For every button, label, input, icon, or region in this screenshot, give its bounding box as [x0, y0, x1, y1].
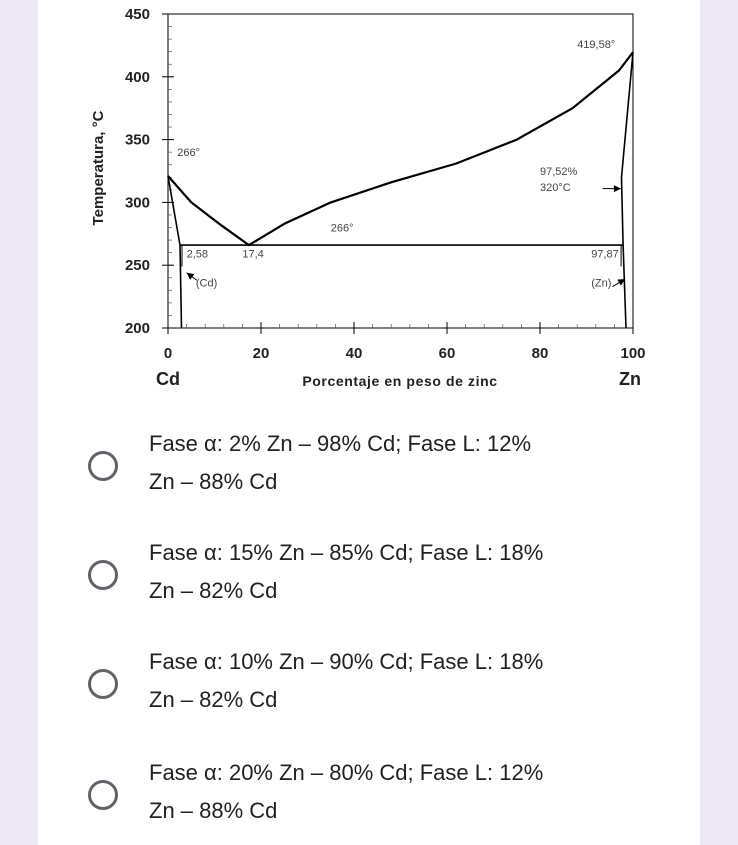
- annotation-labels: 266° 266° 419,58° 97,52% 320°C 2,58 17,4…: [177, 39, 618, 290]
- y-tick-label: 300: [125, 194, 150, 211]
- y-tick-label: 200: [125, 320, 150, 337]
- annotation-label: 266°: [331, 222, 354, 234]
- phase-diagram-chart: 200 250 300 350 400 450 0 20 40 60 80 10…: [90, 6, 646, 389]
- x-tick-label: 60: [439, 345, 456, 362]
- arrow-zn-head: [617, 279, 626, 286]
- phase-curves: [167, 51, 634, 329]
- major-ticks: [162, 13, 634, 334]
- option-text: Fase α: 10% Zn – 90% Cd; Fase L: 18% Zn …: [149, 643, 649, 719]
- annotation-label: 17,4: [242, 249, 263, 261]
- answer-option-4[interactable]: Fase α: 20% Zn – 80% Cd; Fase L: 12% Zn …: [0, 754, 738, 834]
- x-axis-label: Porcentaje en peso de zinc: [302, 373, 497, 389]
- radio-button-icon[interactable]: [88, 451, 118, 481]
- y-axis-label: Temperatura, °C: [90, 110, 107, 225]
- question-card: [38, 0, 700, 845]
- annotation-label: 419,58°: [577, 39, 615, 51]
- annotation-label: 2,58: [187, 249, 208, 261]
- x-tick-label: 0: [164, 345, 172, 362]
- option-line-2: Zn – 82% Cd: [149, 687, 278, 712]
- y-tick-labels: 200 250 300 350 400 450: [125, 6, 150, 337]
- option-line-2: Zn – 82% Cd: [149, 578, 278, 603]
- radio-button-icon[interactable]: [88, 780, 118, 810]
- annotation-label: (Cd): [196, 278, 217, 290]
- annotation-arrows: [186, 185, 626, 287]
- answer-option-1[interactable]: Fase α: 2% Zn – 98% Cd; Fase L: 12% Zn –…: [0, 425, 738, 505]
- option-text: Fase α: 2% Zn – 98% Cd; Fase L: 12% Zn –…: [149, 425, 649, 501]
- arrow-320-head: [613, 185, 621, 193]
- x-tick-labels: 0 20 40 60 80 100: [164, 345, 646, 362]
- option-text: Fase α: 20% Zn – 80% Cd; Fase L: 12% Zn …: [149, 754, 649, 830]
- option-text: Fase α: 15% Zn – 85% Cd; Fase L: 18% Zn …: [149, 534, 649, 610]
- y-tick-label: 400: [125, 69, 150, 86]
- option-line-1: Fase α: 2% Zn – 98% Cd; Fase L: 12%: [149, 431, 532, 456]
- annotation-label: 320°C: [540, 182, 571, 194]
- option-line-1: Fase α: 15% Zn – 85% Cd; Fase L: 18%: [149, 540, 544, 565]
- option-line-2: Zn – 88% Cd: [149, 798, 278, 823]
- option-line-2: Zn – 88% Cd: [149, 469, 278, 494]
- option-line-1: Fase α: 20% Zn – 80% Cd; Fase L: 12%: [149, 760, 544, 785]
- answer-option-3[interactable]: Fase α: 10% Zn – 90% Cd; Fase L: 18% Zn …: [0, 643, 738, 723]
- x-tick-label: 100: [620, 345, 645, 362]
- zn-solvus-curve: [620, 52, 634, 329]
- arrow-cd-head: [186, 272, 195, 280]
- annotation-label: 97,87: [591, 249, 619, 261]
- x-tick-label: 40: [346, 345, 363, 362]
- radio-button-icon[interactable]: [88, 560, 118, 590]
- option-line-1: Fase α: 10% Zn – 90% Cd; Fase L: 18%: [149, 649, 544, 674]
- liquidus-curve: [167, 51, 634, 247]
- cd-solvus-curve: [167, 175, 183, 329]
- y-tick-label: 350: [125, 132, 150, 149]
- radio-button-icon[interactable]: [88, 669, 118, 699]
- x-tick-label: 20: [253, 345, 270, 362]
- x-end-label-right: Zn: [619, 369, 641, 389]
- plot-frame: [167, 13, 634, 329]
- annotation-label: 266°: [177, 147, 200, 159]
- annotation-label: (Zn): [591, 278, 611, 290]
- answer-option-2[interactable]: Fase α: 15% Zn – 85% Cd; Fase L: 18% Zn …: [0, 534, 738, 614]
- y-tick-label: 250: [125, 257, 150, 274]
- y-tick-label: 450: [125, 6, 150, 23]
- annotation-label: 97,52%: [540, 166, 578, 178]
- x-end-label-left: Cd: [156, 369, 180, 389]
- x-tick-label: 80: [532, 345, 549, 362]
